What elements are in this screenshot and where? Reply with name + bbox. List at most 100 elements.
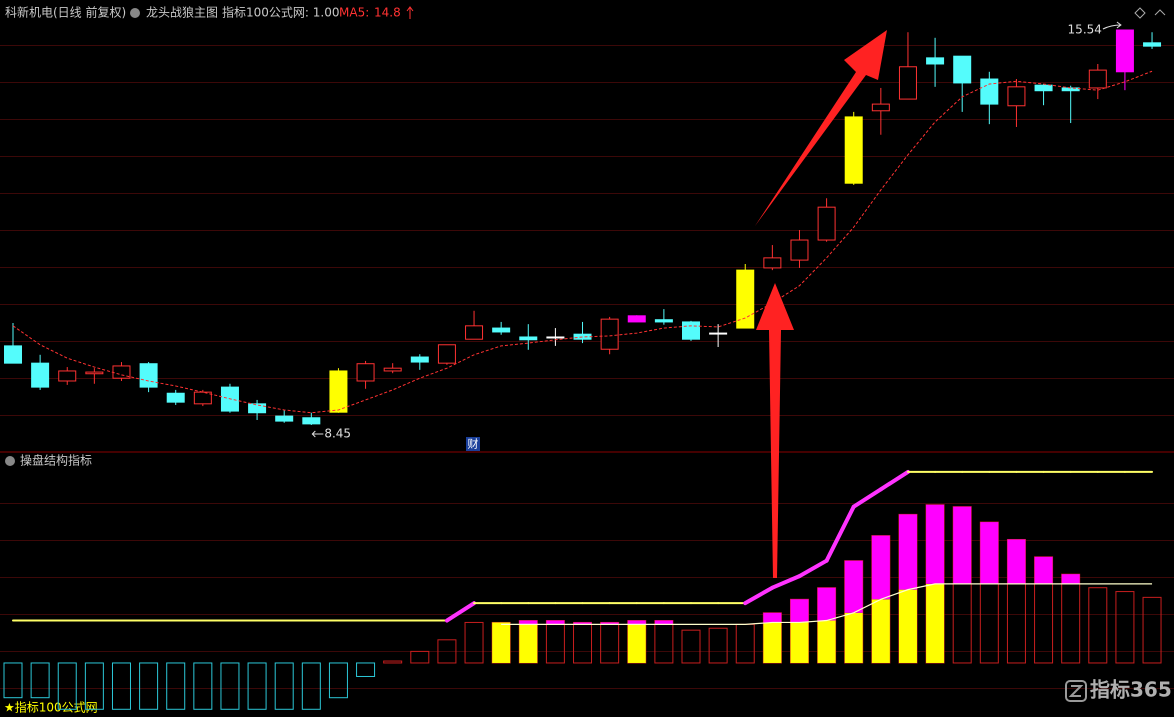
indicator-title: 操盘结构指标 <box>20 453 92 468</box>
menu-icon[interactable] <box>130 8 140 18</box>
main-line <box>770 574 802 590</box>
structure-bar <box>3 662 23 699</box>
candle-body <box>600 318 619 350</box>
structure-bar <box>57 662 77 710</box>
candle-body <box>1007 86 1026 107</box>
logo-icon <box>1065 680 1087 702</box>
candle-body <box>763 257 782 269</box>
yellow-bar <box>790 622 809 663</box>
candle-body <box>139 363 158 388</box>
yellow-bar <box>871 599 890 663</box>
structure-bar <box>1142 596 1162 664</box>
candle-body <box>1034 84 1053 92</box>
yellow-bar <box>898 589 917 663</box>
structure-bar <box>600 621 620 664</box>
candle-body <box>926 57 945 65</box>
structure-bar <box>464 621 484 664</box>
arrow-up-right <box>755 30 887 226</box>
collapse-icon[interactable] <box>1154 9 1166 16</box>
candle-body <box>790 239 809 261</box>
candle-body <box>85 371 104 375</box>
yellow-bar <box>763 622 782 663</box>
badge-box[interactable] <box>466 437 480 451</box>
magenta-bar <box>519 620 538 625</box>
structure-bar <box>30 662 50 699</box>
arrow-up <box>756 283 794 578</box>
support-line <box>501 583 1153 625</box>
structure-bar <box>193 662 213 710</box>
candle-body <box>898 66 917 100</box>
candle-body <box>492 327 511 333</box>
candle-body <box>31 362 50 388</box>
candle-body <box>383 367 402 372</box>
low-label: 8.45 <box>324 427 351 441</box>
main-line <box>797 558 829 579</box>
candle-body <box>465 325 484 340</box>
ma-label: MA5: <box>339 6 369 20</box>
magenta-bar <box>573 622 592 625</box>
candle-body <box>58 370 77 382</box>
magenta-bar <box>898 514 917 590</box>
yellow-bar <box>492 622 511 663</box>
magenta-bar <box>546 620 565 625</box>
candle-body <box>329 370 348 413</box>
structure-bar <box>274 662 294 710</box>
candle-body <box>980 78 999 105</box>
candle-body <box>302 417 321 425</box>
structure-bar <box>437 639 457 664</box>
structure-bar <box>1061 573 1081 664</box>
magenta-bar <box>953 506 972 584</box>
structure-bar <box>301 662 321 710</box>
structure-bar <box>166 662 186 710</box>
annotation: 指标100公式网: 1.00 <box>222 5 339 20</box>
trend-arrow <box>406 6 414 19</box>
main-line <box>743 585 775 606</box>
magenta-bar <box>1007 539 1026 584</box>
main-line <box>878 469 910 492</box>
structure-bar <box>545 620 565 664</box>
candle-body <box>1143 42 1162 47</box>
magenta-bar <box>790 599 809 623</box>
diamond-icon[interactable] <box>1134 7 1146 19</box>
candle-body <box>356 363 375 382</box>
footer: ★指标100公式网 <box>4 700 98 715</box>
high-pointer <box>1102 21 1122 30</box>
logo-mark <box>1068 685 1084 697</box>
candle-body <box>844 116 863 184</box>
candle-body <box>871 103 890 112</box>
structure-bar <box>111 662 131 710</box>
watermark: 指标365 <box>1090 678 1172 702</box>
main-line <box>824 504 856 563</box>
marks: 8.45 15.54 <box>3 21 1162 710</box>
structure-bar <box>220 662 240 710</box>
candle-body <box>736 269 755 329</box>
candle-body <box>1088 69 1107 89</box>
candle-body <box>1115 29 1134 73</box>
structure-bar <box>708 627 728 664</box>
structure-bar <box>356 662 376 677</box>
yellow-bar <box>926 583 945 663</box>
structure-bar <box>681 629 701 664</box>
candle-body <box>627 315 646 323</box>
magenta-bar <box>926 504 945 584</box>
candle-body <box>709 332 728 335</box>
candle-body <box>953 55 972 84</box>
yellow-bar <box>817 620 836 663</box>
structure-bar <box>1088 587 1108 664</box>
structure-bar <box>1115 591 1135 664</box>
candle-body <box>410 356 429 363</box>
magenta-bar <box>817 587 836 621</box>
structure-bar <box>383 660 403 664</box>
main-line <box>851 487 883 509</box>
badge[interactable]: 财 <box>468 437 479 451</box>
structure-bar <box>247 662 267 710</box>
main-line <box>444 601 477 623</box>
candle-body <box>573 333 592 340</box>
magenta-bar <box>980 522 999 584</box>
structure-bar <box>654 620 674 664</box>
menu-icon[interactable] <box>5 456 15 466</box>
magenta-bar <box>654 620 673 625</box>
magenta-bar <box>871 535 890 600</box>
candle-body <box>817 206 836 241</box>
